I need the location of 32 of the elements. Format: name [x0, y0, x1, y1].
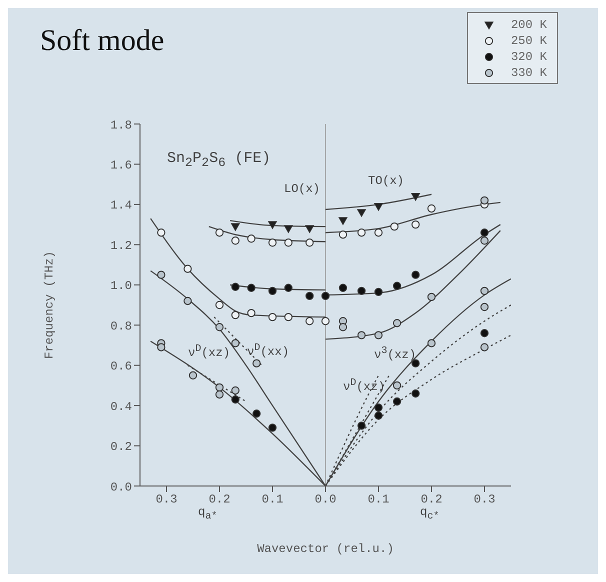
y-axis-title: Frequency (THz)	[42, 250, 56, 360]
y-tick-label: 1.2	[110, 238, 132, 253]
x-tick-label: 0.3	[474, 492, 496, 507]
chart-title: Soft mode	[40, 24, 164, 57]
x-tick-label: 0.2	[420, 492, 442, 507]
annotation: TO(x)	[368, 174, 404, 188]
text: q$_{a*}$	[198, 505, 218, 522]
annotation: Sn$_{2}$P$_{2}$S$_{6}$ (FE)	[167, 150, 271, 170]
annotation: LO(x)	[284, 182, 320, 196]
text: q$_{c*}$	[420, 505, 440, 522]
legend-label: 320 K	[510, 50, 547, 64]
x-axis-title: Wavevector (rel.u.)	[257, 542, 394, 556]
y-tick-label: 1.8	[110, 118, 132, 132]
y-tick-label: 0.2	[110, 440, 132, 454]
y-tick-label: 0.0	[110, 480, 132, 494]
legend-label: 200 K	[510, 18, 547, 32]
y-tick-label: 0.6	[110, 360, 132, 374]
x-tick-label: 0.0	[314, 492, 336, 507]
x-tick-label: 0.2	[208, 492, 230, 507]
x-tick-label: 0.3	[156, 492, 178, 507]
annotation: ν$^{3}$(xz)	[374, 346, 416, 362]
y-tick-label: 1.4	[110, 198, 132, 213]
y-tick-label: 1.0	[110, 279, 132, 294]
y-tick-label: 1.6	[110, 158, 132, 172]
y-tick-label: 0.8	[110, 319, 132, 334]
x-tick-label: 0.1	[262, 492, 284, 507]
legend-label: 250 K	[510, 34, 547, 48]
annotation: ν$^{D}$(xz)	[343, 378, 386, 394]
annotation: ν$^{D}$(xz)	[188, 344, 230, 360]
y-tick-label: 0.4	[110, 400, 132, 414]
x-tick-label: 0.1	[368, 492, 390, 507]
legend-label: 330 K	[510, 66, 547, 80]
